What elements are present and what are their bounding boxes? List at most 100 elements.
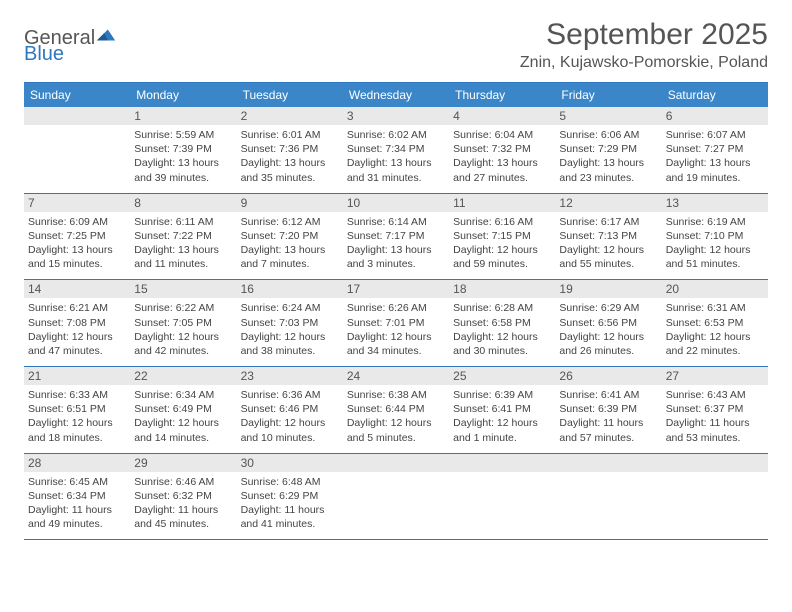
- sunset-text: Sunset: 6:32 PM: [134, 489, 232, 503]
- day-info: Sunrise: 6:26 AMSunset: 7:01 PMDaylight:…: [347, 301, 445, 358]
- sunrise-text: Sunrise: 6:09 AM: [28, 215, 126, 229]
- sunrise-text: Sunrise: 6:01 AM: [241, 128, 339, 142]
- day-header-friday: Friday: [555, 83, 661, 107]
- day-header-tuesday: Tuesday: [237, 83, 343, 107]
- day-header-monday: Monday: [130, 83, 236, 107]
- sunrise-text: Sunrise: 6:46 AM: [134, 475, 232, 489]
- sunset-text: Sunset: 7:27 PM: [666, 142, 764, 156]
- calendar-cell: 15Sunrise: 6:22 AMSunset: 7:05 PMDayligh…: [130, 280, 236, 366]
- sunrise-text: Sunrise: 6:14 AM: [347, 215, 445, 229]
- calendar-cell: 6Sunrise: 6:07 AMSunset: 7:27 PMDaylight…: [662, 107, 768, 193]
- day-number: [449, 454, 555, 472]
- day-info: Sunrise: 6:16 AMSunset: 7:15 PMDaylight:…: [453, 215, 551, 272]
- daylight-text: Daylight: 12 hours and 51 minutes.: [666, 243, 764, 271]
- sunrise-text: Sunrise: 6:33 AM: [28, 388, 126, 402]
- sunset-text: Sunset: 7:39 PM: [134, 142, 232, 156]
- sunset-text: Sunset: 6:56 PM: [559, 316, 657, 330]
- calendar-cell: 14Sunrise: 6:21 AMSunset: 7:08 PMDayligh…: [24, 280, 130, 366]
- calendar-cell: 30Sunrise: 6:48 AMSunset: 6:29 PMDayligh…: [237, 454, 343, 540]
- sunrise-text: Sunrise: 6:39 AM: [453, 388, 551, 402]
- day-info: Sunrise: 6:36 AMSunset: 6:46 PMDaylight:…: [241, 388, 339, 445]
- sunset-text: Sunset: 7:32 PM: [453, 142, 551, 156]
- sunrise-text: Sunrise: 5:59 AM: [134, 128, 232, 142]
- daylight-text: Daylight: 11 hours and 49 minutes.: [28, 503, 126, 531]
- week-row: 1Sunrise: 5:59 AMSunset: 7:39 PMDaylight…: [24, 107, 768, 194]
- calendar-cell: 29Sunrise: 6:46 AMSunset: 6:32 PMDayligh…: [130, 454, 236, 540]
- day-info: Sunrise: 6:11 AMSunset: 7:22 PMDaylight:…: [134, 215, 232, 272]
- sunset-text: Sunset: 7:25 PM: [28, 229, 126, 243]
- day-info: Sunrise: 5:59 AMSunset: 7:39 PMDaylight:…: [134, 128, 232, 185]
- calendar-cell: 27 Sunrise: 6:43 AMSunset: 6:37 PMDayligh…: [662, 367, 768, 453]
- day-number: 27: [662, 367, 768, 385]
- day-info: Sunrise: 6:29 AMSunset: 6:56 PMDaylight:…: [559, 301, 657, 358]
- daylight-text: Daylight: 13 hours and 3 minutes.: [347, 243, 445, 271]
- day-number: 28: [24, 454, 130, 472]
- day-info: Sunrise: 6:09 AMSunset: 7:25 PMDaylight:…: [28, 215, 126, 272]
- day-number: 15: [130, 280, 236, 298]
- day-headers: Sunday Monday Tuesday Wednesday Thursday…: [24, 83, 768, 107]
- calendar-cell: 23Sunrise: 6:36 AMSunset: 6:46 PMDayligh…: [237, 367, 343, 453]
- day-number: 12: [555, 194, 661, 212]
- week-row: 14Sunrise: 6:21 AMSunset: 7:08 PMDayligh…: [24, 280, 768, 367]
- sunrise-text: Sunrise: 6:29 AM: [559, 301, 657, 315]
- sunset-text: Sunset: 7:03 PM: [241, 316, 339, 330]
- day-info: Sunrise: 6:45 AMSunset: 6:34 PMDaylight:…: [28, 475, 126, 532]
- sunset-text: Sunset: 6:39 PM: [559, 402, 657, 416]
- daylight-text: Daylight: 12 hours and 26 minutes.: [559, 330, 657, 358]
- sunrise-text: Sunrise: 6:04 AM: [453, 128, 551, 142]
- sunrise-text: Sunrise: 6:41 AM: [559, 388, 657, 402]
- daylight-text: Daylight: 12 hours and 1 minute.: [453, 416, 551, 444]
- sunrise-text: Sunrise: 6:21 AM: [28, 301, 126, 315]
- sunset-text: Sunset: 6:46 PM: [241, 402, 339, 416]
- day-header-wednesday: Wednesday: [343, 83, 449, 107]
- calendar-cell: 11 Sunrise: 6:16 AMSunset: 7:15 PMDayligh…: [449, 194, 555, 280]
- day-number: 5: [555, 107, 661, 125]
- day-number: 10: [343, 194, 449, 212]
- calendar-cell: 4Sunrise: 6:04 AMSunset: 7:32 PMDaylight…: [449, 107, 555, 193]
- sunset-text: Sunset: 7:08 PM: [28, 316, 126, 330]
- week-row: 7Sunrise: 6:09 AMSunset: 7:25 PMDaylight…: [24, 194, 768, 281]
- day-info: Sunrise: 6:06 AMSunset: 7:29 PMDaylight:…: [559, 128, 657, 185]
- calendar-cell: [449, 454, 555, 540]
- daylight-text: Daylight: 13 hours and 15 minutes.: [28, 243, 126, 271]
- daylight-text: Daylight: 12 hours and 34 minutes.: [347, 330, 445, 358]
- day-number: 29: [130, 454, 236, 472]
- title-block: September 2025 Znin, Kujawsko-Pomorskie,…: [520, 18, 768, 72]
- day-header-thursday: Thursday: [449, 83, 555, 107]
- daylight-text: Daylight: 13 hours and 39 minutes.: [134, 156, 232, 184]
- day-number: 11: [449, 194, 555, 212]
- header: General Blue September 2025 Znin, Kujaws…: [24, 18, 768, 72]
- day-info: Sunrise: 6:14 AMSunset: 7:17 PMDaylight:…: [347, 215, 445, 272]
- sunrise-text: Sunrise: 6:36 AM: [241, 388, 339, 402]
- daylight-text: Daylight: 12 hours and 42 minutes.: [134, 330, 232, 358]
- daylight-text: Daylight: 13 hours and 27 minutes.: [453, 156, 551, 184]
- day-info: Sunrise: 6:43 AMSunset: 6:37 PMDaylight:…: [666, 388, 764, 445]
- day-number: 22: [130, 367, 236, 385]
- daylight-text: Daylight: 12 hours and 59 minutes.: [453, 243, 551, 271]
- daylight-text: Daylight: 13 hours and 7 minutes.: [241, 243, 339, 271]
- location: Znin, Kujawsko-Pomorskie, Poland: [520, 54, 768, 72]
- sunset-text: Sunset: 6:44 PM: [347, 402, 445, 416]
- day-number: 26: [555, 367, 661, 385]
- day-info: Sunrise: 6:02 AMSunset: 7:34 PMDaylight:…: [347, 128, 445, 185]
- logo-triangle-icon: [95, 24, 117, 46]
- daylight-text: Daylight: 13 hours and 35 minutes.: [241, 156, 339, 184]
- day-number: 2: [237, 107, 343, 125]
- day-info: Sunrise: 6:48 AMSunset: 6:29 PMDaylight:…: [241, 475, 339, 532]
- day-header-sunday: Sunday: [24, 83, 130, 107]
- calendar-cell: 26Sunrise: 6:41 AMSunset: 6:39 PMDayligh…: [555, 367, 661, 453]
- day-info: Sunrise: 6:24 AMSunset: 7:03 PMDaylight:…: [241, 301, 339, 358]
- day-number: 24: [343, 367, 449, 385]
- sunset-text: Sunset: 6:51 PM: [28, 402, 126, 416]
- daylight-text: Daylight: 13 hours and 23 minutes.: [559, 156, 657, 184]
- sunset-text: Sunset: 6:49 PM: [134, 402, 232, 416]
- day-info: Sunrise: 6:17 AMSunset: 7:13 PMDaylight:…: [559, 215, 657, 272]
- calendar-cell: 18Sunrise: 6:28 AMSunset: 6:58 PMDayligh…: [449, 280, 555, 366]
- calendar-cell: 17Sunrise: 6:26 AMSunset: 7:01 PMDayligh…: [343, 280, 449, 366]
- sunrise-text: Sunrise: 6:31 AM: [666, 301, 764, 315]
- day-number: 8: [130, 194, 236, 212]
- day-info: Sunrise: 6:34 AMSunset: 6:49 PMDaylight:…: [134, 388, 232, 445]
- calendar-cell: 10 Sunrise: 6:14 AMSunset: 7:17 PMDayligh…: [343, 194, 449, 280]
- logo: General Blue: [24, 24, 117, 64]
- day-number: 16: [237, 280, 343, 298]
